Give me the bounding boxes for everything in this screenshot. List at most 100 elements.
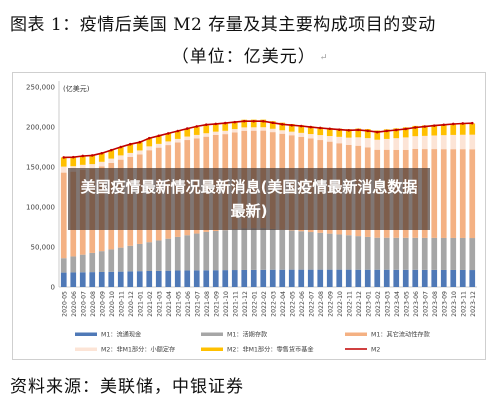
bar-segment-5 [165,133,172,142]
bar-segment-4 [203,133,210,137]
bar-segment-5 [288,124,295,132]
bar-segment-5 [345,129,352,138]
x-tick-label: 2021-09 [213,291,220,317]
bar-segment-2 [203,231,210,271]
bar-segment-2 [146,242,153,271]
bar-segment-5 [402,127,409,138]
bar-segment-2 [412,237,419,270]
bar-segment-5 [250,119,257,128]
m2-line-point [356,128,360,132]
bar-segment-5 [336,128,343,137]
bar-segment-5 [60,157,67,167]
bar-segment-5 [383,129,390,139]
bar-segment-2 [402,237,409,270]
bar-segment-2 [250,228,257,270]
legend-swatch [75,347,97,351]
bar-segment-2 [317,232,324,270]
m2-line-point [100,151,104,155]
bar-segment-4 [212,131,219,135]
bar-segment-4 [317,135,324,141]
bar-segment-5 [222,123,229,131]
m2-line-point [337,128,341,131]
figure-source: 资料来源：美联储，中银证券 [10,377,244,397]
bar-segment-5 [174,131,181,139]
bar-segment-5 [421,125,428,136]
bar-segment-5 [231,121,238,130]
bar-segment-4 [79,164,86,170]
bar-segment-2 [421,237,428,270]
bar-segment-1 [146,271,153,287]
m2-line-point [385,129,389,133]
m2-line-point [347,128,351,132]
bar-segment-5 [89,155,96,165]
bar-segment-5 [469,123,476,135]
bar-segment-5 [136,142,143,151]
bar-segment-2 [345,235,352,270]
bar-segment-1 [317,269,324,287]
headline-overlay: 美国疫情最新情况最新消息(美国疫情最新消息数据最新) [68,168,430,230]
bar-segment-4 [60,166,67,173]
y-tick-label: 200,000 [26,124,55,132]
bar-segment-1 [450,269,457,287]
m2-line-point [451,122,455,126]
bar-segment-4 [98,161,105,167]
bar-segment-2 [60,258,67,273]
m2-line-point [309,125,313,129]
bar-segment-1 [117,271,124,287]
x-tick-label: 2021-07 [194,291,201,317]
bar-segment-5 [241,119,248,128]
bar-segment-2 [212,231,219,271]
bar-segment-1 [421,269,428,287]
bar-segment-5 [146,138,153,147]
bar-segment-1 [98,271,105,287]
bar-segment-5 [412,125,419,137]
bar-segment-3 [60,172,67,259]
m2-line-point [423,125,427,128]
bar-segment-4 [184,136,191,141]
bar-segment-4 [307,134,314,139]
bar-segment-1 [250,269,257,287]
x-tick-label: 2021-03 [156,291,163,317]
headline-overlay-text: 美国疫情最新情况最新消息(美国疫情最新消息数据最新) [80,178,418,220]
bar-segment-4 [165,141,172,146]
bar-segment-2 [117,247,124,272]
bar-segment-1 [431,269,438,287]
bar-segment-1 [364,269,371,287]
m2-line-point [185,127,189,130]
bar-segment-2 [440,237,447,270]
bar-segment-2 [469,238,476,271]
m2-line-point [413,126,417,129]
m2-line-point [223,121,227,125]
bar-segment-3 [469,149,476,239]
y-tick-label: 250,000 [26,84,55,92]
legend-label: M2 [371,347,380,354]
bar-segment-2 [165,238,172,271]
x-tick-label: 2023-02 [375,291,382,317]
x-tick-label: 2023-07 [422,291,429,317]
legend-label: M1：活期存款 [227,331,267,339]
bar-segment-5 [459,123,466,135]
bar-segment-4 [279,130,286,134]
legend-label: M2：非M1部分：零售货币基金 [227,346,314,354]
bar-segment-5 [355,128,362,138]
bar-segment-5 [298,125,305,133]
bar-segment-1 [336,269,343,287]
bar-segment-4 [459,134,466,150]
x-tick-label: 2021-02 [147,291,154,317]
bar-segment-1 [355,269,362,287]
legend-label: M1：其它流动性存款 [371,331,430,339]
bar-segment-1 [184,270,191,287]
x-tick-label: 2021-05 [175,291,182,317]
bar-segment-4 [155,143,162,148]
bar-segment-4 [288,131,295,136]
bar-segment-4 [469,134,476,150]
bar-segment-1 [307,269,314,287]
figure-unit: （单位：亿美元） ↵ [0,42,500,67]
m2-line-point [261,119,265,123]
x-tick-label: 2020-05 [61,291,68,317]
figure-title: 图表 1：疫情后美国 M2 存量及其主要构成项目的变动 [10,15,436,35]
x-tick-label: 2020-08 [90,291,97,317]
bar-segment-1 [241,269,248,287]
bar-segment-2 [89,252,96,273]
bar-segment-2 [174,236,181,271]
